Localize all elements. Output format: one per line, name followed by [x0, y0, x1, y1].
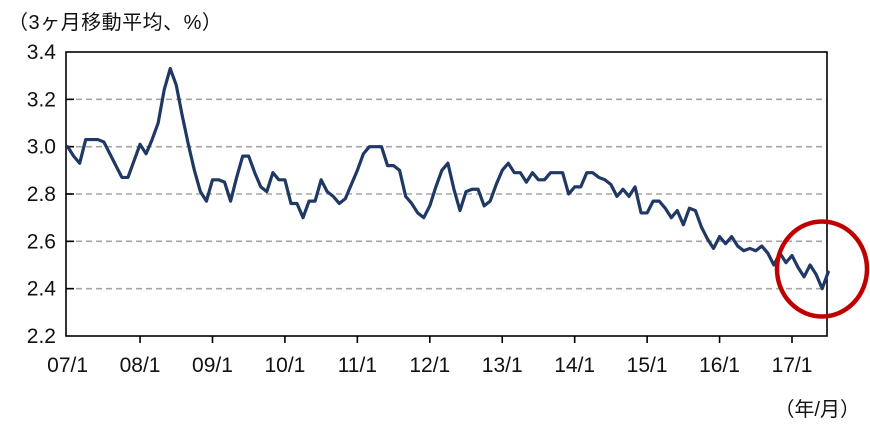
x-axis-tick-label: 11/1 — [338, 354, 377, 377]
x-axis-unit-note: （年/月） — [774, 399, 860, 421]
highlight-circle-annotation — [774, 219, 870, 319]
x-axis-tick-label: 08/1 — [120, 354, 161, 377]
x-axis-tick-label: 14/1 — [554, 354, 595, 377]
x-axis-tick-label: 10/1 — [264, 354, 305, 377]
x-axis-tick-label: 17/1 — [772, 354, 813, 377]
y-axis-tick-label: 3.2 — [27, 88, 56, 111]
x-axis-tick-label: 12/1 — [409, 354, 450, 377]
data-series-line — [65, 66, 830, 291]
y-axis-tick-label: 2.2 — [27, 325, 56, 348]
chart-title: （3ヶ月移動平均、%） — [8, 12, 223, 34]
x-axis-tick-label: 13/1 — [482, 354, 523, 377]
y-axis-tick-label: 3.4 — [27, 41, 57, 64]
x-axis-tick-label: 16/1 — [699, 354, 740, 377]
x-axis-tick-label: 15/1 — [627, 354, 668, 377]
y-axis-tick-label: 3.0 — [27, 136, 56, 159]
x-axis-tick-label: 09/1 — [192, 354, 233, 377]
y-axis-tick-label: 2.4 — [27, 278, 57, 301]
x-axis-tick-label: 07/1 — [47, 354, 88, 377]
y-axis-tick-label: 2.6 — [27, 230, 56, 253]
y-axis-tick-label: 2.8 — [27, 183, 56, 206]
